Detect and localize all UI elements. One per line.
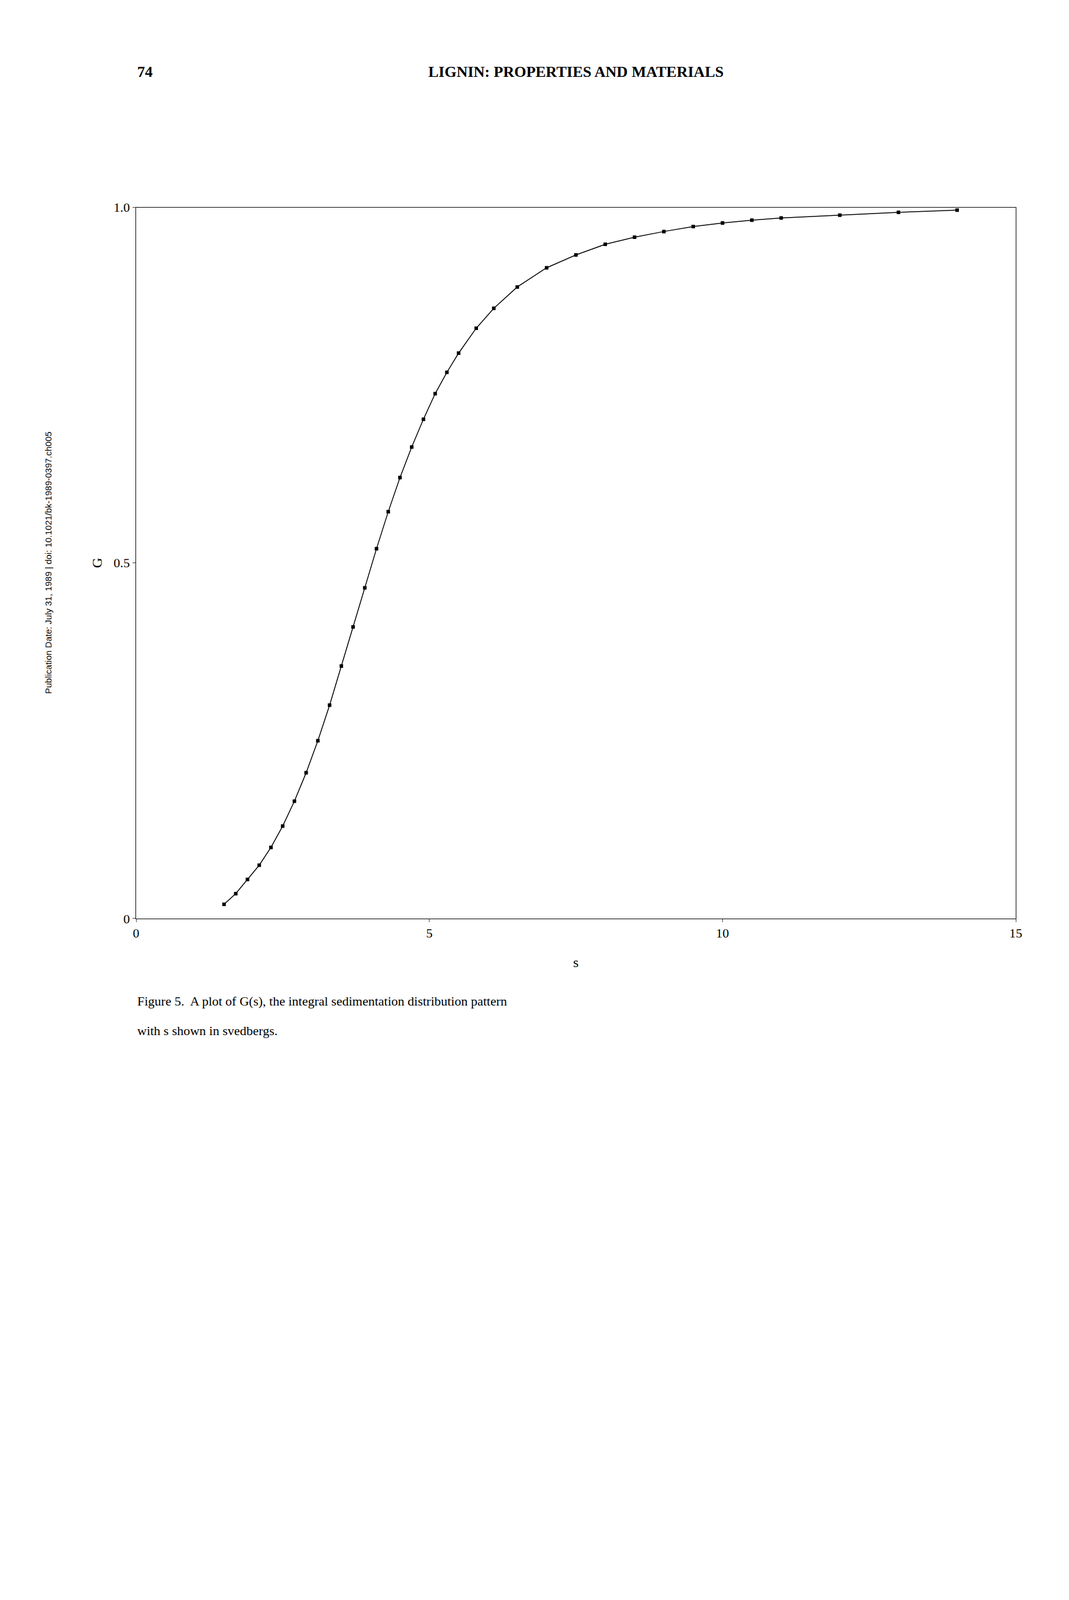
svg-text:s: s	[573, 954, 579, 971]
svg-text:Publication Date: July 31, 198: Publication Date: July 31, 1989 | doi: 1…	[43, 431, 54, 694]
svg-text:0.5: 0.5	[113, 555, 131, 571]
svg-text:LIGNIN: PROPERTIES AND MATERIA: LIGNIN: PROPERTIES AND MATERIALS	[428, 63, 724, 81]
svg-text:10: 10	[715, 925, 729, 941]
svg-text:0: 0	[133, 925, 140, 941]
svg-text:74: 74	[137, 63, 153, 81]
svg-text:Figure 5. A plot of G(s), the: Figure 5. A plot of G(s), the integral s…	[137, 993, 507, 1009]
svg-text:0: 0	[123, 911, 131, 927]
svg-text:with s shown in svedbergs.: with s shown in svedbergs.	[137, 1023, 278, 1039]
svg-text:G: G	[89, 557, 105, 568]
svg-text:1.0: 1.0	[113, 199, 131, 215]
svg-text:5: 5	[425, 925, 433, 941]
svg-text:15: 15	[1009, 925, 1023, 941]
